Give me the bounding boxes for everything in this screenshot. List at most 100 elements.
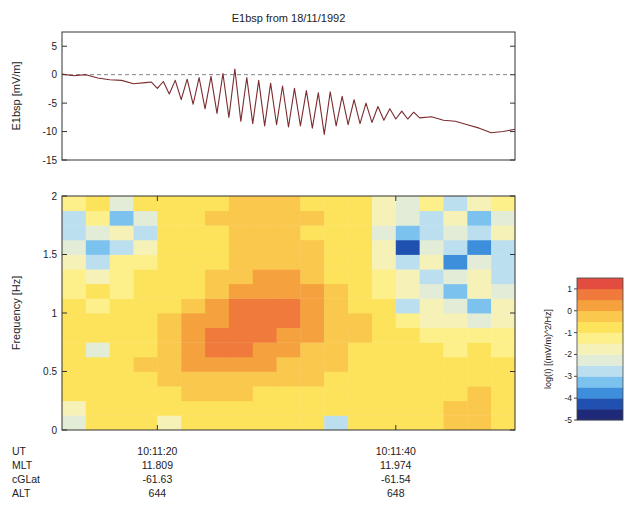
heatmap-cell bbox=[348, 372, 372, 387]
colorbar-band bbox=[577, 354, 623, 365]
heatmap-cell bbox=[205, 196, 229, 211]
heatmap-cell bbox=[443, 211, 467, 226]
heatmap-cell bbox=[157, 328, 181, 343]
plot-frame bbox=[62, 32, 515, 160]
heatmap-cell bbox=[348, 255, 372, 270]
heatmap-cell bbox=[300, 401, 324, 416]
colorbar-tick-label: -5 bbox=[564, 415, 572, 425]
heatmap-cell bbox=[372, 255, 396, 270]
heatmap-cell bbox=[491, 196, 515, 211]
y-tick-label: 0 bbox=[51, 425, 57, 436]
heatmap-cell bbox=[396, 342, 420, 357]
y-tick-label: -15 bbox=[43, 155, 58, 166]
heatmap-cell bbox=[300, 255, 324, 270]
heatmap-cell bbox=[300, 225, 324, 240]
heatmap-cell bbox=[157, 255, 181, 270]
heatmap-cell bbox=[324, 401, 348, 416]
heatmap-cell bbox=[181, 313, 205, 328]
heatmap-cell bbox=[467, 284, 491, 299]
ephemeris-value: -61.54 bbox=[381, 473, 411, 485]
heatmap-cell bbox=[157, 211, 181, 226]
heatmap-cell bbox=[205, 328, 229, 343]
heatmap-cell bbox=[300, 372, 324, 387]
heatmap-cell bbox=[300, 240, 324, 255]
heatmap-cell bbox=[86, 196, 110, 211]
heatmap-cell bbox=[491, 269, 515, 284]
ephemeris-value: 11.974 bbox=[380, 459, 411, 471]
y-tick-label: 1 bbox=[51, 308, 57, 319]
heatmap-cell bbox=[62, 328, 86, 343]
heatmap-cell bbox=[396, 284, 420, 299]
heatmap-cell bbox=[86, 328, 110, 343]
heatmap-cell bbox=[300, 328, 324, 343]
heatmap-cell bbox=[348, 357, 372, 372]
heatmap-cell bbox=[396, 225, 420, 240]
heatmap-cell bbox=[134, 386, 158, 401]
colorbar-tick-label: -1 bbox=[564, 328, 572, 338]
colorbar-tick bbox=[574, 310, 577, 311]
heatmap-cell bbox=[205, 415, 229, 430]
heatmap-cell bbox=[491, 298, 515, 313]
heatmap-cell bbox=[205, 284, 229, 299]
heatmap-cell bbox=[157, 284, 181, 299]
colorbar-band bbox=[577, 409, 623, 420]
heatmap-cell bbox=[110, 269, 134, 284]
heatmap-cell bbox=[205, 372, 229, 387]
heatmap-cell bbox=[86, 255, 110, 270]
heatmap-cell bbox=[62, 284, 86, 299]
heatmap-cell bbox=[396, 240, 420, 255]
heatmap-cell bbox=[229, 196, 253, 211]
heatmap-cell bbox=[443, 328, 467, 343]
heatmap-cell bbox=[110, 255, 134, 270]
colorbar-band bbox=[577, 300, 623, 311]
heatmap-cell bbox=[62, 357, 86, 372]
heatmap-cell bbox=[467, 372, 491, 387]
heatmap-cell bbox=[277, 328, 301, 343]
heatmap-cell bbox=[443, 313, 467, 328]
heatmap-cell bbox=[277, 255, 301, 270]
heatmap-cell bbox=[229, 240, 253, 255]
heatmap-cell bbox=[348, 415, 372, 430]
heatmap-cell bbox=[181, 342, 205, 357]
heatmap-cell bbox=[277, 342, 301, 357]
heatmap-cell bbox=[277, 357, 301, 372]
heatmap-cell bbox=[205, 342, 229, 357]
y-tick bbox=[62, 103, 67, 104]
heatmap-cell bbox=[348, 240, 372, 255]
heatmap-cell bbox=[420, 240, 444, 255]
heatmap-cell bbox=[396, 401, 420, 416]
heatmap-cell bbox=[253, 196, 277, 211]
heatmap-cell bbox=[324, 269, 348, 284]
heatmap-cell bbox=[467, 401, 491, 416]
heatmap-cell bbox=[134, 357, 158, 372]
heatmap-cell bbox=[420, 372, 444, 387]
y-tick-label: 0.5 bbox=[43, 366, 57, 377]
heatmap-cell bbox=[229, 357, 253, 372]
y-tick bbox=[510, 131, 515, 132]
heatmap-cell bbox=[396, 415, 420, 430]
heatmap-cell bbox=[157, 240, 181, 255]
heatmap-cell bbox=[467, 225, 491, 240]
heatmap-cell bbox=[181, 357, 205, 372]
heatmap-cell bbox=[205, 225, 229, 240]
heatmap-cell bbox=[110, 313, 134, 328]
heatmap-cell bbox=[420, 313, 444, 328]
heatmap-cell bbox=[467, 342, 491, 357]
heatmap-cell bbox=[324, 342, 348, 357]
heatmap-cell bbox=[253, 386, 277, 401]
heatmap-cell bbox=[443, 284, 467, 299]
heatmap-cell bbox=[253, 255, 277, 270]
ephemeris-label: cGLat bbox=[12, 473, 40, 485]
heatmap-cell bbox=[467, 357, 491, 372]
heatmap-cell bbox=[372, 401, 396, 416]
heatmap-cell bbox=[372, 298, 396, 313]
zero-line bbox=[62, 74, 515, 75]
heatmap-cell bbox=[157, 357, 181, 372]
x-tick bbox=[157, 196, 158, 201]
heatmap-cell bbox=[205, 298, 229, 313]
heatmap-cell bbox=[348, 298, 372, 313]
heatmap-cell bbox=[86, 225, 110, 240]
colorbar-tick bbox=[574, 354, 577, 355]
heatmap-cell bbox=[491, 415, 515, 430]
heatmap-cell bbox=[491, 225, 515, 240]
